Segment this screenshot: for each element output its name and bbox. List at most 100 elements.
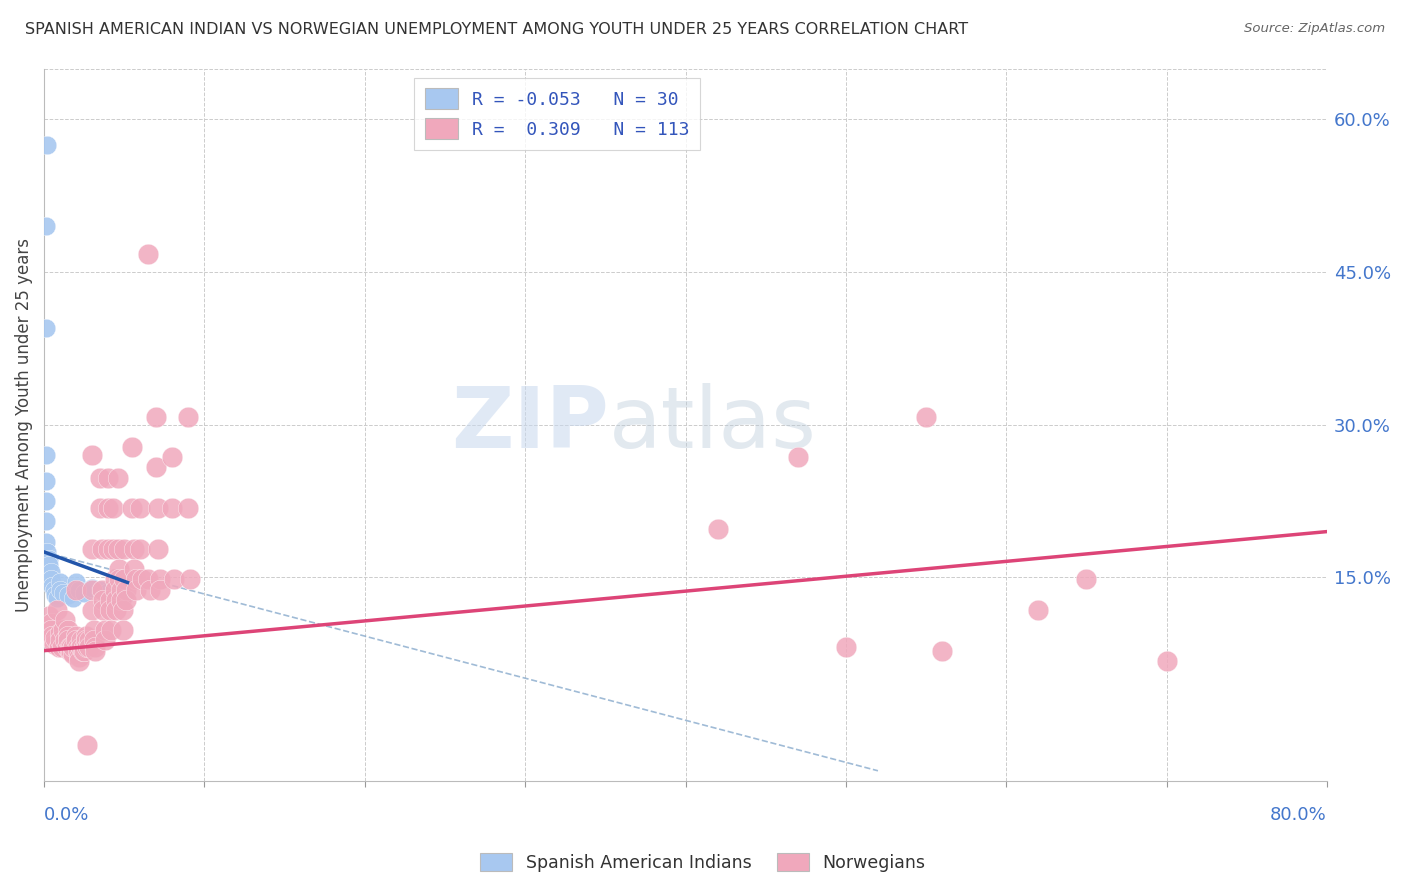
Point <box>42 636 65 650</box>
Point <box>52 624 75 638</box>
Point <box>39 616 62 631</box>
Text: 0.0%: 0.0% <box>44 806 90 824</box>
Point <box>105 592 128 607</box>
Point <box>37 137 59 152</box>
Point <box>75 633 97 648</box>
Point <box>35 621 58 635</box>
Point <box>65 582 87 597</box>
Point <box>915 409 938 424</box>
Point <box>148 582 170 597</box>
Point <box>39 566 62 580</box>
Point <box>76 739 98 753</box>
Point <box>177 501 200 516</box>
Point <box>931 643 953 657</box>
Point <box>82 581 104 595</box>
Point <box>121 501 143 516</box>
Point <box>129 501 152 516</box>
Point <box>1156 654 1178 668</box>
Point <box>35 494 58 508</box>
Point <box>124 582 146 597</box>
Point <box>131 573 153 587</box>
Text: ZIP: ZIP <box>451 384 609 467</box>
Point <box>73 640 96 654</box>
Point <box>138 573 160 587</box>
Point <box>56 624 79 638</box>
Point <box>65 575 87 590</box>
Point <box>45 591 67 605</box>
Point <box>97 501 120 516</box>
Point <box>89 470 111 484</box>
Point <box>97 584 120 599</box>
Point <box>67 649 90 664</box>
Point <box>37 629 59 643</box>
Point <box>52 585 75 599</box>
Point <box>56 588 79 602</box>
Point <box>138 246 160 260</box>
Text: 80.0%: 80.0% <box>1270 806 1327 824</box>
Point <box>97 470 120 484</box>
Point <box>76 640 98 654</box>
Point <box>107 541 129 556</box>
Legend: R = -0.053   N = 30, R =  0.309   N = 113: R = -0.053 N = 30, R = 0.309 N = 113 <box>415 78 700 150</box>
Point <box>62 591 84 605</box>
Point <box>35 534 58 549</box>
Point <box>1076 573 1098 587</box>
Point <box>111 624 134 638</box>
Point <box>77 640 100 654</box>
Point <box>44 588 66 602</box>
Point <box>115 592 138 607</box>
Point <box>38 552 60 566</box>
Point <box>179 573 201 587</box>
Point <box>70 633 93 648</box>
Point <box>83 633 105 648</box>
Point <box>65 633 87 648</box>
Point <box>44 632 66 646</box>
Point <box>59 643 82 657</box>
Point <box>97 541 120 556</box>
Point <box>35 219 58 234</box>
Point <box>49 633 72 648</box>
Point <box>110 592 132 607</box>
Point <box>59 640 82 654</box>
Point <box>129 541 152 556</box>
Point <box>82 603 104 617</box>
Point <box>62 647 84 661</box>
Point <box>1026 603 1049 617</box>
Point <box>84 640 107 654</box>
Point <box>49 626 72 640</box>
Point <box>66 643 89 657</box>
Point <box>163 573 186 587</box>
Point <box>101 501 124 516</box>
Point <box>62 640 84 654</box>
Point <box>60 643 83 657</box>
Point <box>35 474 58 488</box>
Text: Source: ZipAtlas.com: Source: ZipAtlas.com <box>1244 22 1385 36</box>
Point <box>139 582 162 597</box>
Point <box>107 470 129 484</box>
Point <box>104 573 127 587</box>
Point <box>177 409 200 424</box>
Point <box>53 633 76 648</box>
Point <box>83 624 105 638</box>
Point <box>35 515 58 529</box>
Point <box>38 558 60 573</box>
Point <box>82 541 104 556</box>
Point <box>56 633 79 648</box>
Point <box>39 624 62 638</box>
Point <box>45 603 67 617</box>
Point <box>115 582 138 597</box>
Point <box>100 624 122 638</box>
Point <box>104 582 127 597</box>
Point <box>146 501 169 516</box>
Point <box>105 603 128 617</box>
Point <box>42 582 65 597</box>
Point <box>706 522 728 536</box>
Point <box>89 501 111 516</box>
Point <box>94 633 117 648</box>
Point <box>35 321 58 335</box>
Point <box>72 643 94 657</box>
Point <box>51 640 73 654</box>
Point <box>121 440 143 454</box>
Point <box>94 624 117 638</box>
Point <box>73 643 96 657</box>
